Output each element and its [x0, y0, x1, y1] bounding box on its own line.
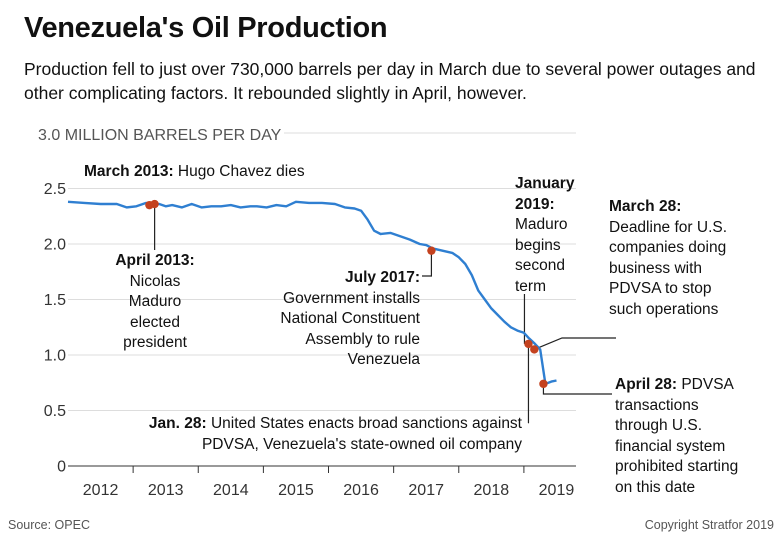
event-marker	[539, 379, 548, 389]
chart-subtitle: Production fell to just over 730,000 bar…	[24, 59, 756, 103]
annotation-april-28-line1: PDVSA	[681, 376, 734, 393]
annotation-april-2013-line2: Maduro	[128, 293, 182, 310]
copyright-note: Copyright Stratfor 2019	[644, 518, 774, 532]
leader-april-28	[542, 383, 612, 395]
annotation-july-2017-date: July 2017:	[345, 269, 420, 286]
annotation-jan-28-date: Jan. 28:	[148, 415, 207, 432]
annotation-april-28-line4: financial system	[615, 437, 726, 455]
chart-title: Venezuela's Oil Production	[24, 12, 388, 44]
leader-march-28	[534, 337, 616, 351]
annotation-january-2019-date1: January	[515, 175, 575, 192]
leader-july-2017	[422, 250, 433, 277]
annotation-july-2017-line4: Venezuela	[347, 351, 420, 368]
annotation-march-28: March 28: Deadline for U.S. companies do…	[609, 197, 779, 320]
annotation-march-28-line4: PDVSA to stop	[609, 280, 712, 297]
x-tick-label: 2012	[83, 482, 119, 499]
annotation-april-2013-date: April 2013:	[115, 252, 195, 269]
event-marker	[524, 339, 533, 349]
annotation-leader-lines	[154, 204, 616, 424]
x-tick-label: 2017	[408, 482, 444, 499]
annotation-april-2013-line1: Nicolas	[129, 272, 181, 290]
annotation-july-2017-line3: Assembly to rule	[305, 330, 420, 348]
annotation-march-28-line2: companies doing	[609, 239, 727, 256]
annotation-march-28-date: March 28:	[609, 198, 682, 215]
annotation-april-28-line5: prohibited starting	[615, 458, 739, 475]
annotation-april-28-line6: on this date	[615, 478, 696, 496]
annotation-april-2013-line4: president	[123, 334, 187, 351]
annotation-march-2013: March 2013: Hugo Chavez dies	[84, 162, 305, 183]
annotation-january-2019-line2: begins	[515, 236, 561, 254]
x-tick-label: 2013	[148, 482, 184, 499]
series-layer	[67, 200, 557, 386]
x-tick-label: 2016	[343, 482, 379, 499]
annotation-march-28-line5: such operations	[609, 300, 719, 318]
x-tick-label: 2018	[474, 482, 510, 499]
annotation-january-2019: January 2019: Maduro begins second term	[515, 174, 605, 297]
y-axis-ticks: 0 0.5 1.0 1.5 2.0 2.5	[44, 181, 66, 476]
x-axis: 2012 2013 2014 2015 2016 2017 2018 2019	[68, 465, 576, 499]
x-tick-label: 2015	[278, 482, 314, 499]
x-tick-label: 2019	[539, 482, 575, 499]
annotation-april-28: April 28: PDVSA transactions through U.S…	[615, 375, 784, 498]
x-tick-label: 2014	[213, 482, 249, 499]
annotation-april-28-line2: transactions	[615, 396, 699, 414]
annotation-march-2013-date: March 2013:	[84, 163, 174, 180]
annotation-january-2019-line1: Maduro	[515, 216, 568, 233]
annotation-january-2019-date2: 2019:	[515, 195, 555, 213]
annotation-march-28-line3: business with	[609, 259, 703, 277]
event-marker	[150, 199, 159, 209]
series-line	[67, 200, 557, 386]
annotation-march-2013-text: Hugo Chavez dies	[177, 163, 305, 180]
annotation-july-2017: July 2017: Government installs National …	[230, 268, 420, 371]
annotation-january-2019-line3: second	[515, 257, 565, 274]
event-markers	[145, 199, 548, 389]
annotation-april-2013: April 2013: Nicolas Maduro elected presi…	[100, 251, 210, 354]
y-tick-label: 2.5	[44, 181, 66, 198]
annotation-jan-28-line1: United States enacts broad sanctions aga…	[210, 415, 522, 432]
annotation-april-28-line3: through U.S.	[615, 417, 703, 434]
event-marker	[427, 246, 436, 255]
event-marker	[530, 345, 539, 354]
annotation-april-2013-line3: elected	[130, 313, 180, 331]
gridlines	[68, 132, 576, 411]
y-tick-label: 2.0	[44, 237, 66, 254]
annotation-march-28-line1: Deadline for U.S.	[609, 218, 728, 236]
annotation-july-2017-line2: National Constituent	[280, 310, 420, 327]
y-tick-label: 0	[57, 459, 66, 476]
annotation-april-28-date: April 28:	[615, 376, 678, 393]
source-note: Source: OPEC	[8, 518, 90, 532]
y-tick-label: 0.5	[44, 403, 66, 420]
y-tick-label: 1.5	[44, 292, 66, 309]
y-axis-label: 3.0 MILLION BARRELS PER DAY	[38, 127, 282, 144]
annotation-jan-28-line2: PDVSA, Venezuela's state-owned oil compa…	[201, 435, 522, 453]
annotation-january-2019-line4: term	[515, 277, 546, 295]
annotation-july-2017-line1: Government installs	[283, 289, 420, 307]
y-tick-label: 1.0	[44, 348, 66, 365]
annotation-jan-28: Jan. 28: United States enacts broad sanc…	[100, 414, 522, 455]
